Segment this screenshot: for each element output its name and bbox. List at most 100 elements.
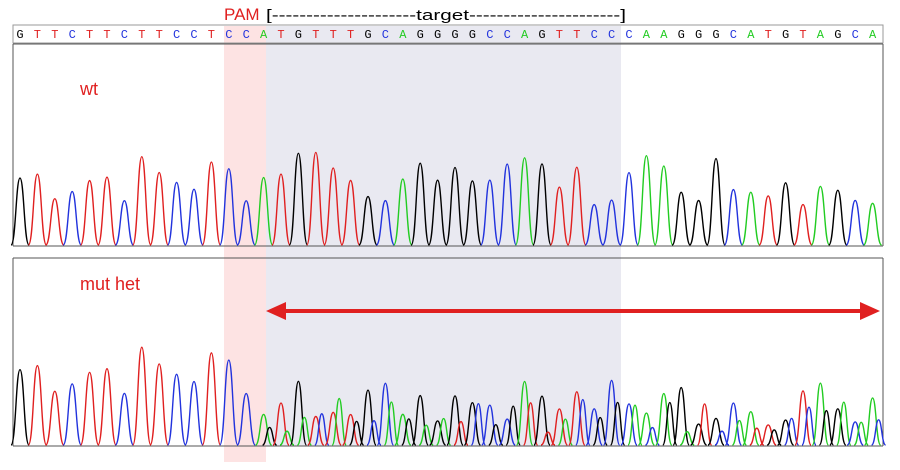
trace-peak (45, 390, 65, 446)
trace-peak (645, 426, 660, 446)
trace-peak (306, 151, 326, 246)
base-letter: G (695, 28, 702, 42)
trace-peak (636, 155, 657, 246)
trace-peak (366, 420, 382, 446)
trace-peak (236, 392, 256, 446)
base-letter: G (712, 28, 719, 42)
base-letter: G (469, 28, 476, 42)
trace-peak (498, 418, 516, 446)
trace-peak (749, 427, 765, 446)
trace-peak (394, 413, 412, 446)
trace-peak (132, 155, 152, 246)
trace-peak (731, 419, 748, 446)
trace-peak (411, 394, 429, 446)
trace-peak (149, 171, 169, 246)
trace-peak (584, 203, 604, 246)
trace-peak (532, 163, 552, 246)
trace-peak (845, 199, 865, 246)
trace-peak (481, 404, 499, 446)
base-letter: C (225, 28, 232, 42)
trace-peak (480, 179, 500, 246)
trace-peak (810, 185, 831, 246)
trace-peak (627, 404, 643, 446)
target-label: [---------------------target------------… (266, 7, 626, 24)
trace-peak (219, 168, 239, 246)
base-letter: T (208, 28, 215, 42)
trace-peak (236, 200, 256, 246)
trace-peak (358, 195, 378, 246)
base-letter: A (747, 28, 755, 42)
base-letter: C (69, 28, 76, 42)
trace-peak (592, 416, 608, 446)
trace-peak (723, 188, 744, 246)
base-letter: A (869, 28, 877, 42)
trace-peak (446, 395, 464, 446)
base-letter: T (156, 28, 163, 42)
trace-peak (688, 199, 709, 246)
trace-peak (331, 397, 347, 446)
trace-peak (567, 166, 587, 246)
trace-peak (383, 401, 400, 446)
wt-panel-frame (12, 43, 884, 247)
trace-peak (707, 417, 725, 446)
trace-peak (557, 418, 574, 446)
sequence-bar (12, 24, 884, 44)
trace-peak (775, 182, 796, 246)
base-letter: C (730, 28, 737, 42)
arrow-head (860, 302, 880, 320)
base-letter: A (643, 28, 651, 42)
base-letter: G (16, 28, 23, 42)
mut-panel-frame (12, 257, 884, 447)
trace-peak (672, 386, 690, 446)
base-letter: A (660, 28, 668, 42)
base-letter: C (121, 28, 128, 42)
traces (10, 151, 887, 446)
trace-peak (324, 411, 342, 446)
trace-peak (149, 363, 169, 446)
trace-peak (662, 401, 678, 446)
trace-peak (488, 424, 504, 446)
trace-peak (410, 162, 430, 246)
base-letter: G (451, 28, 458, 42)
base-letter: T (277, 28, 284, 42)
trace-peak (288, 152, 309, 246)
trace-peak (184, 380, 204, 446)
base-letter: G (538, 28, 545, 42)
trace-peak (766, 429, 782, 446)
base-letter: G (295, 28, 302, 42)
trace-peak (549, 186, 570, 246)
trace-peak (783, 417, 800, 446)
trace-peak (742, 410, 760, 446)
trace-peak (811, 382, 830, 446)
base-letter: C (382, 28, 389, 42)
trace-peak (862, 202, 883, 246)
trace-peak (758, 195, 778, 246)
trace-peak (679, 430, 695, 446)
trace-peak (601, 199, 622, 246)
trace-peak (201, 161, 222, 246)
trace-peak (271, 173, 291, 246)
trace-peak (97, 176, 117, 246)
base-letter: T (138, 28, 145, 42)
trace-peak (272, 402, 290, 446)
trace-peak (114, 199, 135, 246)
trace-peak (671, 191, 691, 246)
trace-peak (307, 415, 325, 446)
trace-peak (714, 430, 730, 446)
base-letter: T (103, 28, 110, 42)
base-letter: C (591, 28, 598, 42)
trace-peak (514, 157, 535, 246)
trace-peak (863, 397, 882, 446)
base-letter: T (330, 28, 337, 42)
trace-peak (462, 180, 483, 246)
trace-peak (741, 191, 761, 246)
trace-peak (27, 173, 48, 246)
trace-peak (846, 421, 864, 446)
trace-peak (568, 391, 586, 446)
base-letter: C (625, 28, 632, 42)
trace-peak (637, 412, 656, 446)
trace-peak (97, 368, 117, 446)
panel-label: mut het (80, 274, 140, 294)
trace-peak (201, 352, 222, 446)
